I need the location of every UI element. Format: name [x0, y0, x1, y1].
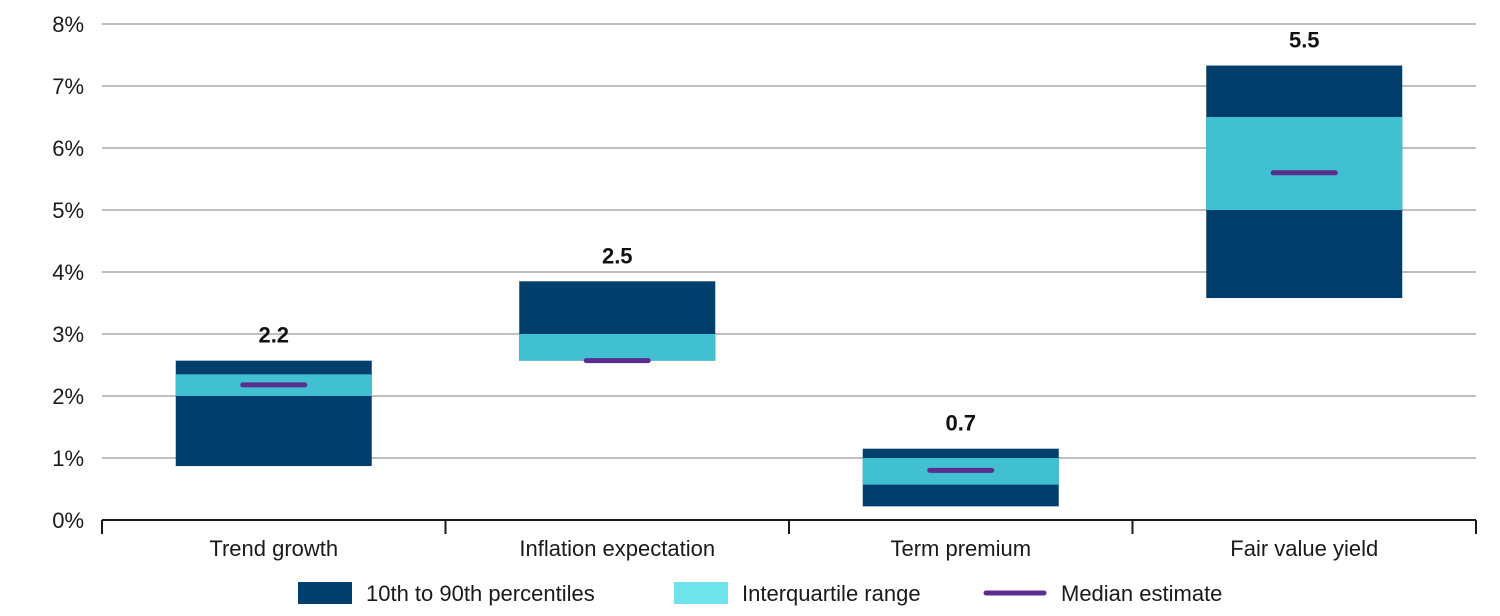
bars [175, 65, 1403, 507]
legend-label-10th-90th: 10th to 90th percentiles [366, 581, 595, 606]
y-tick-label: 1% [52, 446, 84, 471]
x-tick-label: Inflation expectation [519, 536, 715, 561]
y-axis-ticks: 0% 1% 2% 3% 4% 5% 6% 7% 8% [52, 12, 84, 533]
legend: 10th to 90th percentiles Interquartile ra… [298, 581, 1222, 606]
data-label: 2.2 [258, 323, 289, 348]
legend-label-median: Median estimate [1061, 581, 1222, 606]
data-label: 0.7 [945, 411, 976, 436]
bar-interquartile [1206, 117, 1403, 210]
legend-swatch-interquartile [674, 582, 728, 604]
bar-interquartile [519, 334, 716, 361]
y-tick-label: 4% [52, 260, 84, 285]
y-tick-label: 2% [52, 384, 84, 409]
y-tick-label: 7% [52, 74, 84, 99]
data-labels: 2.2 2.5 0.7 5.5 [258, 28, 1319, 436]
y-tick-label: 3% [52, 322, 84, 347]
y-tick-label: 0% [52, 508, 84, 533]
x-tick-label: Fair value yield [1230, 536, 1378, 561]
y-tick-label: 8% [52, 12, 84, 37]
legend-label-interquartile: Interquartile range [742, 581, 921, 606]
x-tick-label: Term premium [890, 536, 1031, 561]
data-label: 2.5 [602, 243, 633, 268]
legend-swatch-10th-90th [298, 582, 352, 604]
x-axis: Trend growth Inflation expectation Term pr… [101, 519, 1477, 561]
y-tick-label: 5% [52, 198, 84, 223]
data-label: 5.5 [1289, 28, 1320, 53]
x-tick-label: Trend growth [209, 536, 338, 561]
y-tick-label: 6% [52, 136, 84, 161]
